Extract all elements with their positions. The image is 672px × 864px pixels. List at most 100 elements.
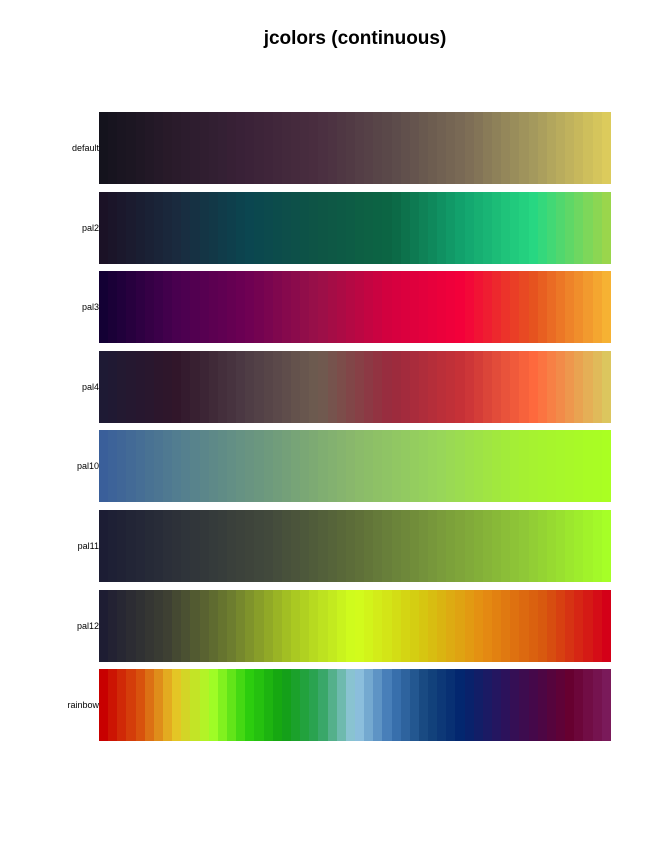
color-swatch [153,430,163,503]
color-swatch [464,112,474,184]
color-swatch [281,191,291,264]
color-swatch [492,271,502,344]
color-swatch [510,112,520,184]
color-swatch [263,271,273,344]
color-swatch [565,271,575,344]
color-swatch [482,191,493,264]
color-swatch [510,669,520,742]
color-swatch [418,112,429,184]
color-swatch [345,350,355,423]
color-swatch [254,510,264,582]
color-swatch [272,271,282,344]
color-swatch [437,589,447,662]
color-swatch [336,589,346,662]
color-swatch [592,191,602,264]
color-swatch [300,350,310,423]
color-swatch [272,510,282,582]
color-swatch [208,112,218,184]
color-swatch [482,112,493,184]
color-swatch [208,510,218,582]
color-swatch [135,430,145,503]
color-swatch [300,271,310,344]
color-swatch [217,669,227,742]
color-swatch [245,271,255,344]
color-swatch [236,430,246,503]
color-swatch [254,350,264,423]
color-swatch [501,271,511,344]
color-swatch [446,510,456,582]
color-swatch [464,510,474,582]
color-swatch [455,271,465,344]
color-swatch [236,669,246,742]
color-swatch [208,271,218,344]
palette-bar-pal10 [99,430,611,503]
color-swatch [501,191,511,264]
color-swatch [117,589,127,662]
color-swatch [117,510,127,582]
color-swatch [510,589,520,662]
color-swatch [565,191,575,264]
color-swatch [245,430,255,503]
color-swatch [208,430,218,503]
color-swatch [455,510,465,582]
color-swatch [108,112,118,184]
color-swatch [108,430,118,503]
color-swatch [364,271,374,344]
color-swatch [245,669,255,742]
color-swatch [473,271,483,344]
color-swatch [364,669,374,742]
color-swatch [464,430,474,503]
color-swatch [592,589,602,662]
color-swatch [126,112,136,184]
color-swatch [290,510,301,582]
color-swatch [482,510,493,582]
color-swatch [437,510,447,582]
color-swatch [428,112,438,184]
color-swatch [272,191,282,264]
color-swatch [354,430,365,503]
color-swatch [327,669,337,742]
color-swatch [236,589,246,662]
color-swatch [391,589,401,662]
color-swatch [601,271,611,344]
color-swatch [492,589,502,662]
color-swatch [300,430,310,503]
color-swatch [117,191,127,264]
palette-label-pal2: pal2 [81,222,99,233]
color-swatch [364,191,374,264]
color-swatch [510,191,520,264]
color-swatch [546,112,557,184]
color-swatch [327,430,337,503]
color-swatch [418,669,429,742]
color-swatch [153,669,163,742]
palette-label-pal12: pal12 [76,620,99,631]
color-swatch [455,112,465,184]
color-swatch [492,510,502,582]
color-swatch [537,669,547,742]
color-swatch [108,510,118,582]
color-swatch [181,191,191,264]
color-swatch [601,430,611,503]
color-swatch [428,350,438,423]
color-swatch [537,510,547,582]
color-swatch [245,191,255,264]
color-swatch [336,191,346,264]
color-swatch [153,510,163,582]
palette-bar-pal11 [99,510,611,582]
color-swatch [482,350,493,423]
color-swatch [300,510,310,582]
color-swatch [117,271,127,344]
color-swatch [172,669,182,742]
color-swatch [345,191,355,264]
color-swatch [327,112,337,184]
color-swatch [391,350,401,423]
color-swatch [382,191,392,264]
color-swatch [135,510,145,582]
color-swatch [546,510,557,582]
color-swatch [272,669,282,742]
color-swatch [190,191,200,264]
color-swatch [446,589,456,662]
color-swatch [290,112,301,184]
color-swatch [455,350,465,423]
color-swatch [263,112,273,184]
